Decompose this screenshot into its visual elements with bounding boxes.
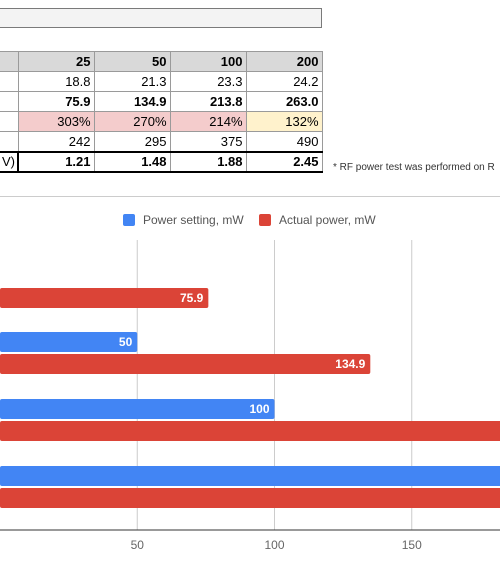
table-cell: 2.45	[245, 150, 323, 173]
measurement-table: 25 50 100 200 18.8 21.3 23.3 24.2 75.9 1…	[0, 51, 323, 173]
table-cell: 295	[93, 131, 171, 152]
data-label-setting: 100	[249, 402, 269, 416]
table-cell	[0, 71, 19, 92]
legend-item-setting[interactable]: Power setting, mW	[123, 213, 244, 227]
table-cell	[0, 131, 19, 152]
table-cell-percent: 132%	[245, 111, 323, 132]
table-cell: 263.0	[245, 91, 323, 112]
bar-actual-power	[0, 288, 209, 308]
table-header-row: 25 50 100 200	[0, 51, 323, 72]
table-row: V) 1.21 1.48 1.88 2.45	[0, 150, 323, 173]
bar-power-setting	[0, 399, 275, 419]
footnote: * RF power test was performed on R	[333, 162, 495, 173]
legend-swatch-actual	[259, 214, 271, 226]
table-header-cell	[0, 51, 19, 72]
legend-label-setting: Power setting, mW	[143, 213, 244, 227]
table-cell	[0, 111, 19, 132]
table-header-cell: 200	[245, 51, 323, 72]
legend-item-actual[interactable]: Actual power, mW	[259, 213, 376, 227]
bar-power-setting	[0, 466, 500, 486]
table-header-cell: 25	[17, 51, 95, 72]
x-tick-label: 50	[131, 538, 145, 552]
table-cell: 1.48	[93, 150, 171, 173]
bar-actual-power	[0, 354, 371, 374]
table-row-percent: 303% 270% 214% 132%	[0, 111, 323, 132]
table-cell: 18.8	[17, 71, 95, 92]
table-cell	[0, 91, 19, 112]
x-tick-label: 150	[402, 538, 422, 552]
table-cell: 24.2	[245, 71, 323, 92]
table-cell: 213.8	[169, 91, 247, 112]
table-cell: 75.9	[17, 91, 95, 112]
table-header-cell: 100	[169, 51, 247, 72]
legend-swatch-setting	[123, 214, 135, 226]
table-cell: 23.3	[169, 71, 247, 92]
table-row: 18.8 21.3 23.3 24.2	[0, 71, 323, 92]
chart-legend: Power setting, mW Actual power, mW	[0, 213, 500, 233]
bar-actual-power	[0, 488, 500, 508]
legend-label-actual: Actual power, mW	[279, 213, 376, 227]
table-cell: 375	[169, 131, 247, 152]
table-cell: 242	[17, 131, 95, 152]
table-header-cell: 50	[93, 51, 171, 72]
data-label-actual: 75.9	[180, 291, 204, 305]
bar-power-setting	[0, 332, 138, 352]
table-cell: 134.9	[93, 91, 171, 112]
table-row: 75.9 134.9 213.8 263.0	[0, 91, 323, 112]
table-cell: 1.88	[169, 150, 247, 173]
table-cell-percent: 303%	[17, 111, 95, 132]
table-cell: 490	[245, 131, 323, 152]
table-row: 242 295 375 490	[0, 131, 323, 152]
x-tick-label: 100	[264, 538, 284, 552]
table-cell: 21.3	[93, 71, 171, 92]
data-label-setting: 50	[119, 335, 133, 349]
table-cell: 1.21	[17, 150, 95, 173]
table-cell-percent: 270%	[93, 111, 171, 132]
formula-bar[interactable]	[0, 8, 322, 28]
bar-actual-power	[0, 421, 500, 441]
section-divider	[0, 196, 500, 197]
table-cell: V)	[0, 150, 19, 173]
table-cell-percent: 214%	[169, 111, 247, 132]
data-label-actual: 134.9	[335, 357, 365, 371]
